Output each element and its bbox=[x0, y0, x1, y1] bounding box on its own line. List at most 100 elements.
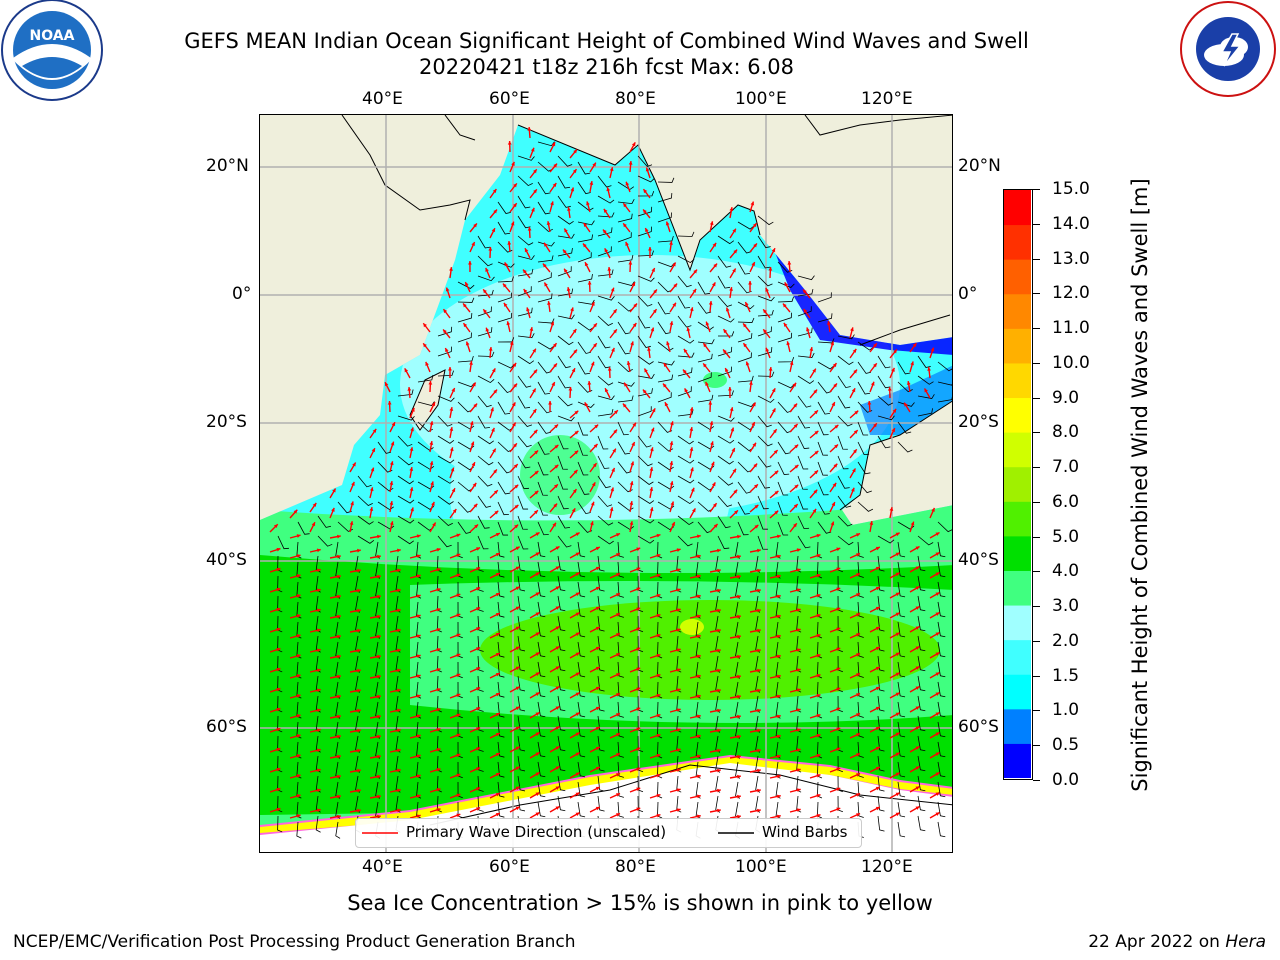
wind-barb bbox=[877, 415, 895, 421]
wind-barb bbox=[597, 555, 605, 572]
wind-barb bbox=[857, 781, 864, 798]
wind-barb bbox=[917, 715, 926, 732]
wind-barb bbox=[517, 635, 526, 652]
wind-barb bbox=[917, 815, 926, 832]
wind-barb bbox=[637, 250, 654, 257]
wind-barb bbox=[577, 761, 586, 778]
wave-direction-arrowhead bbox=[656, 553, 661, 558]
wave-direction-arrowhead bbox=[276, 567, 281, 572]
wave-direction-arrowhead bbox=[593, 343, 597, 348]
wave-direction-arrowhead bbox=[732, 468, 737, 473]
wave-direction-arrowhead bbox=[803, 289, 807, 294]
wave-direction-arrowhead bbox=[512, 203, 517, 208]
wave-direction-arrowhead bbox=[336, 714, 341, 719]
wave-direction-arrowhead bbox=[656, 733, 661, 738]
wave-direction-arrowhead bbox=[377, 774, 381, 779]
wave-direction-arrowhead bbox=[473, 223, 477, 228]
wind-barb bbox=[577, 274, 593, 283]
wave-direction-arrowhead bbox=[616, 733, 621, 737]
wave-direction-arrowhead bbox=[474, 524, 479, 529]
wave-direction-arrowhead bbox=[377, 814, 381, 819]
wave-direction-arrowhead bbox=[535, 632, 540, 636]
wave-direction-arrowhead bbox=[372, 428, 377, 433]
wave-direction-arrowhead bbox=[705, 381, 709, 386]
wave-direction-arrowhead bbox=[671, 522, 675, 527]
colorbar-tick-label: 2.0 bbox=[1052, 630, 1080, 651]
wind-barb bbox=[537, 241, 555, 247]
wave-direction-arrowhead bbox=[276, 647, 281, 652]
wave-direction-arrowhead bbox=[316, 748, 321, 753]
wave-direction-arrowhead bbox=[357, 608, 361, 613]
wind-barb bbox=[557, 595, 566, 612]
wave-direction-arrowhead bbox=[456, 533, 461, 538]
wave-direction-arrowhead bbox=[564, 268, 568, 273]
wave-direction-arrowhead bbox=[604, 388, 609, 393]
wind-barb bbox=[477, 515, 490, 529]
wind-barb bbox=[757, 535, 768, 550]
wave-direction-arrowhead bbox=[915, 606, 920, 610]
wind-barb bbox=[357, 475, 372, 488]
wave-direction-arrowhead bbox=[683, 348, 688, 353]
wave-direction-arrowhead bbox=[384, 382, 389, 387]
wind-barb bbox=[877, 695, 885, 712]
wind-barb bbox=[617, 481, 633, 493]
wave-direction-arrowhead bbox=[816, 773, 821, 778]
wave-direction-arrowhead bbox=[636, 627, 641, 632]
wave-direction-arrowhead bbox=[915, 706, 920, 710]
wind-barb bbox=[917, 575, 926, 592]
wave-direction-arrowhead bbox=[710, 441, 714, 446]
wave-height-field bbox=[260, 125, 952, 852]
colorbar-segment bbox=[1004, 674, 1031, 710]
wind-barb bbox=[497, 241, 513, 253]
wave-direction-arrowhead bbox=[436, 787, 441, 792]
wind-barb bbox=[477, 327, 493, 337]
wave-direction-arrowhead bbox=[816, 653, 821, 658]
wave-direction-arrowhead bbox=[436, 747, 441, 752]
wave-direction-arrowhead bbox=[551, 382, 555, 387]
wind-barb bbox=[557, 775, 566, 792]
wave-direction-arrowhead bbox=[377, 794, 381, 799]
wave-direction-arrowhead bbox=[656, 653, 661, 658]
wave-direction-arrowhead bbox=[456, 613, 461, 618]
wave-direction-arrowhead bbox=[631, 282, 636, 287]
wave-direction-arrowhead bbox=[776, 794, 781, 799]
wave-direction-arrowhead bbox=[662, 383, 667, 388]
wave-direction-arrowhead bbox=[555, 606, 560, 610]
wind-barb bbox=[737, 375, 754, 383]
wind-barb bbox=[477, 255, 493, 267]
wave-direction-arrowhead bbox=[636, 787, 641, 792]
wave-direction-arrowhead bbox=[512, 362, 517, 367]
wave-direction-arrowhead bbox=[564, 228, 568, 233]
wind-barb bbox=[917, 394, 935, 399]
wave-direction-arrowhead bbox=[476, 807, 481, 811]
wind-barb bbox=[477, 775, 484, 792]
wave-direction-arrowhead bbox=[765, 287, 769, 292]
wind-barb bbox=[917, 755, 926, 772]
wind-barb bbox=[837, 355, 854, 365]
wind-barb bbox=[897, 721, 906, 738]
wave-direction-arrowhead bbox=[511, 161, 515, 166]
wave-direction-arrowhead bbox=[575, 732, 580, 737]
wind-barb bbox=[877, 395, 894, 406]
wave-direction-arrowhead bbox=[423, 323, 427, 328]
wind-barb bbox=[775, 581, 781, 599]
wave-direction-arrowhead bbox=[495, 672, 500, 677]
wave-direction-arrowhead bbox=[510, 221, 515, 226]
wave-direction-arrowhead bbox=[575, 752, 580, 757]
wave-direction-arrowhead bbox=[357, 588, 361, 593]
wave-direction-arrowhead bbox=[476, 727, 481, 731]
wave-direction-arrowhead bbox=[816, 633, 821, 638]
wave-direction-arrowhead bbox=[856, 593, 861, 597]
wave-direction-arrowhead bbox=[754, 504, 759, 509]
wind-barb bbox=[577, 681, 586, 698]
wind-barb bbox=[917, 595, 926, 612]
wind-barb bbox=[617, 254, 634, 263]
wind-barb bbox=[897, 441, 913, 453]
wind-barb bbox=[517, 375, 532, 388]
wind-barb bbox=[517, 595, 526, 612]
wind-barb bbox=[597, 195, 615, 204]
wave-direction-arrowhead bbox=[592, 162, 596, 167]
wind-barb bbox=[777, 261, 793, 273]
wave-direction-arrowhead bbox=[396, 688, 401, 693]
wind-barb bbox=[877, 375, 891, 389]
